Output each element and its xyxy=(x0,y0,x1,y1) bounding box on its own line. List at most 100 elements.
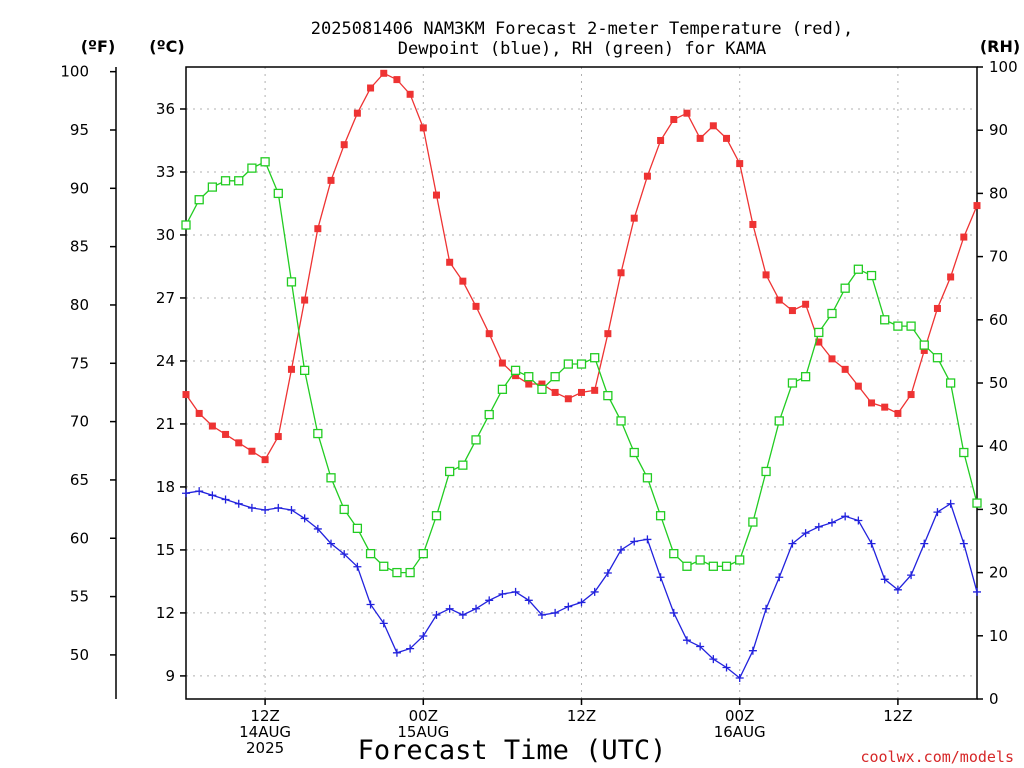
rh-point xyxy=(787,378,798,388)
rh-point xyxy=(576,359,587,369)
temperature-point xyxy=(208,422,216,430)
rh-point xyxy=(800,372,811,382)
temperature-point xyxy=(380,69,388,77)
dewpoint-point xyxy=(748,646,757,655)
temperature-point xyxy=(868,399,876,407)
temperature-point xyxy=(604,330,612,338)
rh-point xyxy=(220,176,231,186)
temperature-point xyxy=(472,302,480,310)
temperature-point xyxy=(222,430,230,438)
dewpoint-point xyxy=(379,619,388,628)
rh-point xyxy=(537,384,547,394)
temperature-point xyxy=(564,395,572,403)
rh-tick-label: 70 xyxy=(989,248,1008,266)
dewpoint-series xyxy=(182,487,981,683)
temperature-point xyxy=(907,391,915,399)
temperature-point xyxy=(749,220,757,228)
time-tick-label: 2025 xyxy=(246,739,284,757)
fahrenheit-tick-label: 100 xyxy=(60,63,89,81)
temperature-point xyxy=(353,109,361,117)
title-line-2: Dewpoint (blue), RH (green) for KAMA xyxy=(398,39,766,59)
rh-point xyxy=(932,353,943,363)
dewpoint-point xyxy=(709,655,718,664)
temperature-point xyxy=(630,214,638,222)
temperature-point xyxy=(340,141,348,149)
temperature-point xyxy=(841,365,849,373)
dewpoint-point xyxy=(524,596,533,605)
temperature-point xyxy=(459,277,467,285)
temperature-point xyxy=(933,304,941,312)
temperature-point xyxy=(973,202,981,210)
dewpoint-point xyxy=(287,506,296,515)
rh-point xyxy=(629,447,639,458)
dewpoint-point xyxy=(775,573,784,582)
temperature-point xyxy=(617,269,625,277)
dewpoint-point xyxy=(498,590,507,599)
temperature-point xyxy=(367,84,375,92)
temperature-point xyxy=(709,122,717,130)
dewpoint-point xyxy=(485,596,494,605)
temperature-point xyxy=(235,439,243,447)
rh-point xyxy=(695,555,705,565)
dewpoint-point xyxy=(406,644,415,653)
rh-point xyxy=(682,561,692,571)
rh-point xyxy=(339,504,349,515)
fahrenheit-axis: 50 55 60 65 70 75 80 85 90 95 100 xyxy=(60,63,116,664)
temperature-point xyxy=(947,273,955,281)
temperature-point xyxy=(643,172,651,180)
dewpoint-point xyxy=(893,585,902,594)
rh-point xyxy=(721,561,732,571)
dewpoint-point xyxy=(419,632,428,641)
time-tick-label: 00Z xyxy=(725,707,754,725)
rh-point xyxy=(616,416,626,426)
dewpoint-point xyxy=(973,587,981,596)
dewpoint-point xyxy=(762,604,771,613)
rh-tick-label: 60 xyxy=(989,311,1008,329)
rh-tick-label: 0 xyxy=(989,690,999,708)
rh-point xyxy=(893,321,903,331)
dewpoint-point xyxy=(247,503,256,512)
rh-point xyxy=(959,447,969,458)
celsius-axis: 9 12 15 18 21 24 27 30 33 36 xyxy=(156,100,186,685)
fahrenheit-unit-label: (ºF) xyxy=(81,37,116,56)
temperature-point xyxy=(182,391,190,399)
dewpoint-point xyxy=(313,524,322,533)
rh-unit-label: (RH) xyxy=(980,37,1020,56)
fahrenheit-tick-label: 60 xyxy=(70,529,89,547)
rh-point xyxy=(445,466,455,477)
title-line-1: 2025081406 NAM3KM Forecast 2-meter Tempe… xyxy=(311,19,853,39)
dewpoint-point xyxy=(630,537,639,546)
temperature-point xyxy=(248,447,256,455)
rh-point xyxy=(471,435,481,445)
temperature-series xyxy=(182,69,981,464)
dewpoint-point xyxy=(590,587,599,596)
chart-title: 2025081406 NAM3KM Forecast 2-meter Tempe… xyxy=(311,19,853,59)
rh-point xyxy=(379,561,389,571)
temperature-point xyxy=(960,233,968,241)
dewpoint-point xyxy=(669,608,678,617)
rh-point xyxy=(642,473,653,483)
fahrenheit-tick-label: 95 xyxy=(70,121,89,139)
time-tick-label: 00Z xyxy=(409,707,438,725)
rh-tick-label: 90 xyxy=(989,121,1008,139)
temperature-point xyxy=(670,115,678,123)
rh-point xyxy=(194,195,204,205)
rh-point xyxy=(313,428,323,439)
dewpoint-point xyxy=(577,598,586,607)
temperature-point xyxy=(788,307,796,315)
temperature-point xyxy=(393,76,401,84)
temperature-point xyxy=(920,346,928,354)
celsius-tick-label: 30 xyxy=(156,226,175,244)
rh-point xyxy=(458,460,468,470)
temperature-point xyxy=(406,90,414,98)
celsius-tick-label: 27 xyxy=(156,289,175,307)
temperature-point xyxy=(301,296,309,304)
dewpoint-point xyxy=(472,604,481,613)
rh-point xyxy=(945,378,956,388)
rh-point xyxy=(260,157,270,167)
rh-point xyxy=(563,359,573,369)
dewpoint-point xyxy=(392,648,401,657)
dewpoint-point xyxy=(511,587,520,596)
temperature-point xyxy=(261,456,269,464)
temperature-point xyxy=(525,380,533,388)
